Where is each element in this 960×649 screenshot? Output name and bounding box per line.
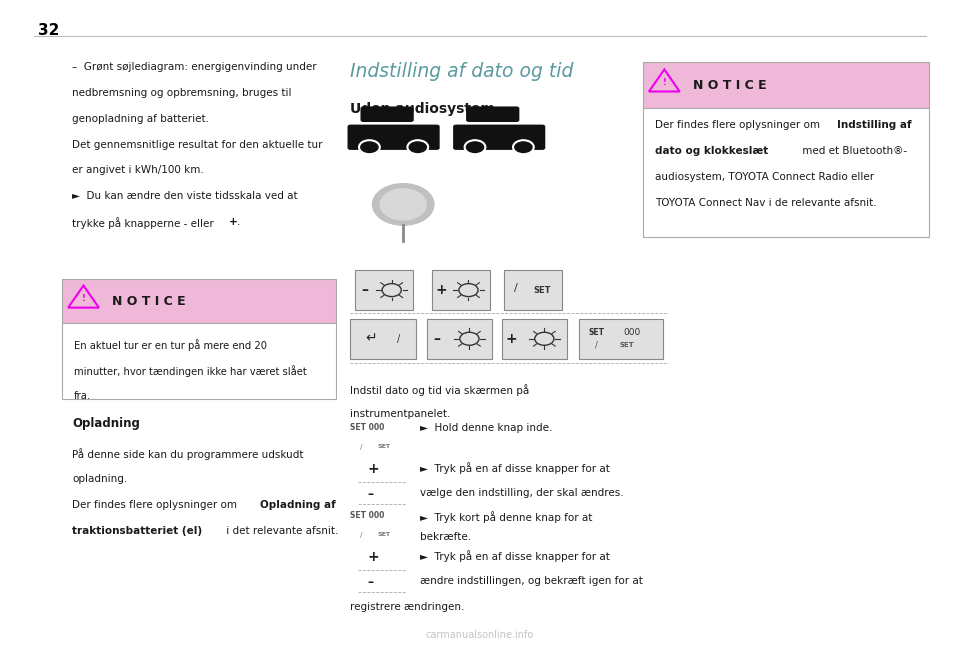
Circle shape (407, 140, 428, 154)
Text: På denne side kan du programmere udskudt: På denne side kan du programmere udskudt (72, 448, 303, 459)
Text: TOYOTA Connect Nav i de relevante afsnit.: TOYOTA Connect Nav i de relevante afsnit… (655, 198, 876, 208)
Text: +: + (228, 217, 237, 227)
FancyBboxPatch shape (643, 108, 929, 237)
Text: trykke på knapperne - eller: trykke på knapperne - eller (72, 217, 217, 229)
FancyBboxPatch shape (432, 270, 490, 310)
Text: –: – (368, 576, 373, 589)
Text: SET 000: SET 000 (350, 423, 385, 432)
Text: /: / (514, 283, 517, 293)
Text: 000: 000 (623, 328, 640, 337)
Text: nedbremsning og opbremsning, bruges til: nedbremsning og opbremsning, bruges til (72, 88, 292, 97)
Text: /: / (360, 532, 362, 537)
FancyBboxPatch shape (62, 279, 336, 323)
Text: Indstilling af dato og tid: Indstilling af dato og tid (350, 62, 574, 80)
Text: N O T I C E: N O T I C E (112, 295, 186, 308)
Circle shape (380, 189, 426, 220)
Text: SET 000: SET 000 (350, 511, 385, 520)
Circle shape (372, 184, 434, 225)
Text: Indstil dato og tid via skærmen på: Indstil dato og tid via skærmen på (350, 384, 530, 396)
Text: Det gennemsnitlige resultat for den aktuelle tur: Det gennemsnitlige resultat for den aktu… (72, 140, 323, 149)
Text: Indstilling af: Indstilling af (837, 120, 912, 130)
Text: N O T I C E: N O T I C E (693, 79, 767, 92)
Text: fra.: fra. (74, 391, 91, 400)
Text: i det relevante afsnit.: i det relevante afsnit. (223, 526, 338, 535)
Text: Der findes flere oplysninger om: Der findes flere oplysninger om (655, 120, 823, 130)
Text: +: + (368, 550, 379, 565)
FancyBboxPatch shape (467, 106, 519, 122)
Text: audiosystem, TOYOTA Connect Radio eller: audiosystem, TOYOTA Connect Radio eller (655, 172, 874, 182)
Circle shape (465, 140, 486, 154)
Text: minutter, hvor tændingen ikke har været slået: minutter, hvor tændingen ikke har været … (74, 365, 306, 376)
Text: /: / (595, 341, 597, 350)
Text: ↵: ↵ (366, 332, 377, 346)
Text: /: / (360, 444, 362, 450)
Text: –  Grønt søjlediagram: energigenvinding under: – Grønt søjlediagram: energigenvinding u… (72, 62, 317, 71)
FancyBboxPatch shape (453, 125, 545, 150)
Text: ►  Tryk på en af disse knapper for at: ► Tryk på en af disse knapper for at (420, 462, 610, 474)
Text: SET: SET (377, 532, 391, 537)
FancyBboxPatch shape (502, 319, 567, 359)
Text: ►  Tryk på en af disse knapper for at: ► Tryk på en af disse knapper for at (420, 550, 610, 562)
Text: Der findes flere oplysninger om: Der findes flere oplysninger om (72, 500, 240, 509)
Text: genopladning af batteriet.: genopladning af batteriet. (72, 114, 209, 123)
Text: SET: SET (619, 342, 635, 349)
Text: opladning.: opladning. (72, 474, 128, 484)
Text: +: + (506, 332, 517, 346)
Text: ►  Tryk kort på denne knap for at: ► Tryk kort på denne knap for at (420, 511, 592, 522)
Text: SET: SET (534, 286, 551, 295)
Text: !: ! (82, 294, 85, 303)
FancyBboxPatch shape (504, 270, 562, 310)
FancyBboxPatch shape (643, 62, 929, 108)
Text: +: + (368, 462, 379, 476)
Text: ændre indstillingen, og bekræft igen for at: ændre indstillingen, og bekræft igen for… (420, 576, 642, 586)
Text: ►  Du kan ændre den viste tidsskala ved at: ► Du kan ændre den viste tidsskala ved a… (72, 191, 298, 201)
FancyBboxPatch shape (360, 106, 414, 122)
Text: En aktuel tur er en tur på mere end 20: En aktuel tur er en tur på mere end 20 (74, 339, 267, 350)
Text: traktionsbatteriet (el): traktionsbatteriet (el) (72, 526, 203, 535)
Text: er angivet i kWh/100 km.: er angivet i kWh/100 km. (72, 165, 204, 175)
Text: instrumentpanelet.: instrumentpanelet. (350, 409, 451, 419)
Text: dato og klokkeslæt: dato og klokkeslæt (655, 146, 768, 156)
FancyBboxPatch shape (62, 323, 336, 399)
Text: vælge den indstilling, der skal ændres.: vælge den indstilling, der skal ændres. (420, 488, 623, 498)
Text: 32: 32 (38, 23, 60, 38)
FancyBboxPatch shape (348, 125, 440, 150)
Circle shape (359, 140, 380, 154)
FancyBboxPatch shape (350, 319, 416, 359)
FancyBboxPatch shape (579, 319, 663, 359)
Text: –: – (361, 283, 369, 297)
Text: SET: SET (588, 328, 604, 337)
Text: .: . (237, 217, 241, 227)
Text: Opladning af: Opladning af (260, 500, 336, 509)
Text: ►  Hold denne knap inde.: ► Hold denne knap inde. (420, 423, 552, 433)
Text: registrere ændringen.: registrere ændringen. (350, 602, 465, 612)
Text: bekræfte.: bekræfte. (420, 532, 470, 541)
Text: +: + (436, 283, 447, 297)
Text: –: – (368, 488, 373, 501)
Text: Uden audiosystem: Uden audiosystem (350, 102, 495, 116)
Text: SET: SET (377, 444, 391, 449)
Text: !: ! (662, 78, 666, 87)
Text: /: / (396, 334, 400, 344)
FancyBboxPatch shape (427, 319, 492, 359)
Text: –: – (433, 332, 441, 346)
FancyBboxPatch shape (355, 270, 413, 310)
Text: Opladning: Opladning (72, 417, 140, 430)
Text: med et Bluetooth®-: med et Bluetooth®- (799, 146, 907, 156)
Circle shape (513, 140, 534, 154)
Text: carmanualsonline.info: carmanualsonline.info (426, 630, 534, 640)
